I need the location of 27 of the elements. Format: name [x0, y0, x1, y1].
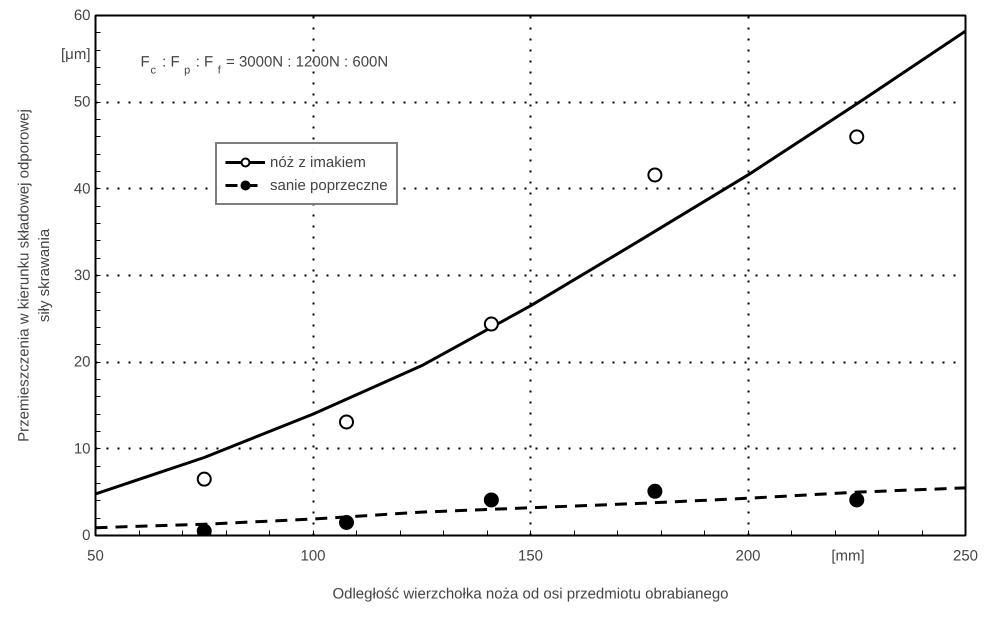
legend-label: sanie poprzeczne: [270, 176, 388, 194]
x-tick-label: 100: [300, 548, 326, 564]
point: [647, 167, 662, 182]
legend-label: nóż z imakiem: [270, 154, 366, 170]
y-axis-title: Przemieszczenia w kierunku składowej odporowej siły skrawania: [16, 109, 54, 442]
x-tick-label: 150: [518, 548, 544, 564]
text: [mm]: [831, 548, 865, 564]
x-axis-title: Odległość wierzchołka noża od osi przedmiotu obrabianego: [332, 586, 729, 602]
point: [484, 492, 499, 508]
x-tick-label: 50: [87, 548, 104, 564]
y-tick-label: 10: [74, 440, 91, 458]
point: [338, 414, 354, 430]
y-tick-label: 0: [82, 527, 90, 544]
point: [647, 484, 662, 499]
x-tick-label: 200: [735, 548, 761, 564]
text: [μm]: [61, 46, 91, 63]
y-tick-label: 20: [74, 354, 91, 371]
point: [849, 129, 864, 144]
point: [849, 492, 864, 508]
y-tick-label: 60: [74, 7, 91, 24]
y-tick-label: 30: [74, 267, 91, 284]
x-tick-label: 250: [952, 548, 978, 564]
point: [338, 515, 354, 530]
point: [484, 316, 499, 332]
point: [196, 472, 212, 487]
y-tick-label: 40: [74, 180, 91, 198]
y-tick-label: 50: [74, 94, 91, 111]
